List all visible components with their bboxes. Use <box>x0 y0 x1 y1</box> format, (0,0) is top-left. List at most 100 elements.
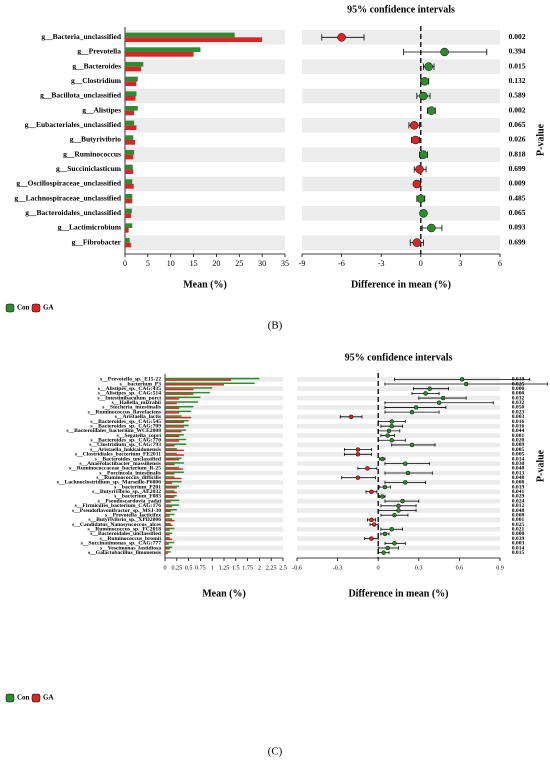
x-tick-label: -3 <box>378 259 385 268</box>
p-value: 0.048 <box>512 466 525 472</box>
point <box>380 494 385 499</box>
bar <box>165 430 182 433</box>
row-band <box>165 526 283 532</box>
p-value: 0.003 <box>512 541 525 547</box>
category-label: g__Alistipes <box>82 105 121 114</box>
category-label: s__Candidatus_Nanosyncoccus_alces <box>72 522 162 528</box>
bar <box>165 440 180 442</box>
bar <box>165 524 173 527</box>
bar <box>165 416 191 419</box>
row-band <box>302 118 500 133</box>
bar <box>125 125 137 131</box>
category-label: s__Alistipes_sp._CAG:435 <box>98 386 161 392</box>
p-value: 0.025 <box>512 522 525 528</box>
bar <box>125 237 130 243</box>
row-band <box>165 517 283 523</box>
bar <box>125 242 131 248</box>
p-value: 0.015 <box>509 61 526 70</box>
category-label: s__Butyrivibrio_sp._AE2032 <box>92 489 161 495</box>
point <box>385 545 390 551</box>
category-label: s__Prevotella_lacticifex <box>105 512 161 518</box>
bar <box>165 518 173 520</box>
bar <box>125 47 201 52</box>
x-tick-label: 2.5 <box>279 565 287 571</box>
row-band <box>125 206 285 221</box>
x-tick-label: 0.75 <box>195 565 206 571</box>
row-band <box>297 395 500 401</box>
bar <box>165 527 175 530</box>
point <box>427 223 436 233</box>
row-band <box>302 59 500 74</box>
row-band <box>297 451 500 457</box>
category-label: s__Bacteroides_unclassified <box>95 456 162 462</box>
bar <box>165 415 182 417</box>
point <box>396 503 401 509</box>
p-value: 0.394 <box>509 47 526 56</box>
x-tick-label: 0.6 <box>456 565 464 571</box>
x-axis-label: Difference in mean (%) <box>351 279 451 290</box>
p-value: 0.485 <box>509 193 526 202</box>
bar <box>165 533 170 536</box>
bar <box>165 529 170 531</box>
bar <box>165 402 177 405</box>
bar <box>165 537 170 539</box>
bar <box>165 477 182 480</box>
category-label: s__Firmicutes_bacterium_CAG:176 <box>75 503 162 509</box>
bar <box>165 487 177 489</box>
category-label: g__Bacteroidales_unclassified <box>25 208 122 217</box>
bar <box>165 382 255 385</box>
x-tick-label: 1 <box>211 565 214 571</box>
point <box>419 209 428 218</box>
bar <box>125 81 137 87</box>
category-label: g__Fibrobacter <box>72 237 122 246</box>
bar <box>165 407 180 409</box>
row-band <box>165 433 283 438</box>
point <box>380 456 385 462</box>
p-value: 0.005 <box>512 447 525 453</box>
category-label: g__Eubacteriales_unclassified <box>25 120 122 129</box>
point <box>389 438 394 443</box>
bar <box>165 458 180 461</box>
point <box>409 121 419 130</box>
bar <box>165 501 171 503</box>
bar <box>125 149 135 155</box>
x-tick-label: 20 <box>212 259 220 268</box>
x-tick-label: 0 <box>377 565 380 571</box>
row-band <box>165 498 283 504</box>
bar <box>125 154 134 160</box>
bar <box>165 379 232 381</box>
category-label: s__Stecheria_intestinalis <box>102 405 162 411</box>
legend-swatch <box>5 303 15 313</box>
category-label: g__Lachnospiraceae_unclassified <box>14 193 121 202</box>
bar <box>125 61 144 67</box>
p-value: 0.013 <box>512 470 525 476</box>
row-band <box>165 470 283 476</box>
p-value: 0.048 <box>512 475 525 481</box>
point <box>412 179 422 189</box>
bar <box>165 515 170 517</box>
category-label: s__Galactobacillus_timonensis <box>88 550 162 556</box>
p-value: 0.025 <box>512 381 525 387</box>
panel-label: (B) <box>268 320 283 332</box>
chart-title: 95% confidence intervals <box>345 352 453 363</box>
point <box>411 135 420 145</box>
category-label: s__Clostridium_sp._CAG:793 <box>89 442 161 448</box>
category-label: g__Bacillota_unclassified <box>40 91 122 100</box>
category-label: g__Bacteroides <box>72 61 121 70</box>
p-value: 0.041 <box>512 489 525 495</box>
p-value: 0.021 <box>512 527 525 533</box>
x-tick-label: 0 <box>163 565 166 571</box>
bar <box>125 198 133 204</box>
category-label: g__Clostridium <box>71 76 122 85</box>
p-value: 0.020 <box>512 438 525 444</box>
p-value: 0.026 <box>509 135 526 144</box>
category-label: s__Succinatimonas_sp._CAG:777 <box>81 541 162 547</box>
category-label: s__Prevotella_sp._E15-22 <box>100 377 161 383</box>
point <box>419 91 428 101</box>
point <box>385 433 390 438</box>
point <box>355 447 361 452</box>
row-band <box>125 59 285 74</box>
category-label: s__Ruminococcus_bromii <box>100 536 162 542</box>
row-band <box>302 88 500 104</box>
x-axis-label: Mean (%) <box>202 588 246 599</box>
